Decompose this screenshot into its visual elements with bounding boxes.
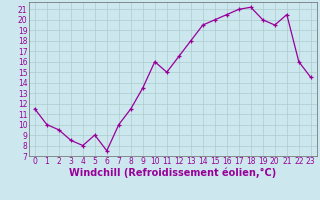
X-axis label: Windchill (Refroidissement éolien,°C): Windchill (Refroidissement éolien,°C) [69,168,276,178]
